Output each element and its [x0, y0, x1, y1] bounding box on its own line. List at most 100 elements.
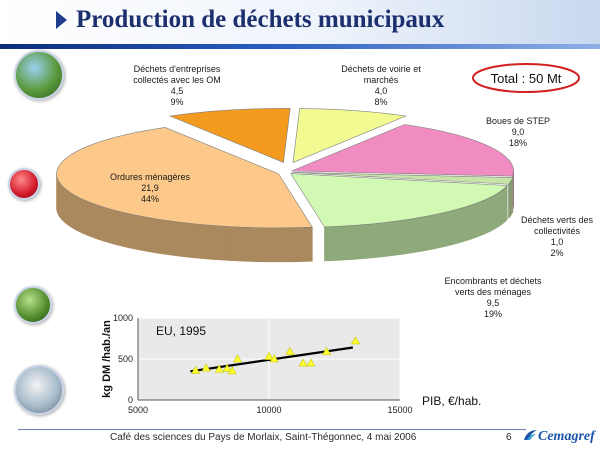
pie-slice-side [76, 195, 81, 233]
pie-slice-side [430, 213, 437, 250]
pie-slice-side [324, 226, 333, 262]
pie-slice-side [424, 215, 432, 251]
pie-slice-side [203, 224, 211, 260]
scatter-point [298, 358, 308, 367]
pie-slice-side [297, 227, 306, 262]
pie-slice-side [267, 227, 276, 263]
pie-slice-side [253, 227, 262, 262]
cemagref-logo-icon [524, 430, 537, 440]
scatter-point [269, 354, 279, 363]
landscape-photo-icon [14, 50, 64, 100]
pie-slice-side [282, 227, 291, 263]
pie-slice-side [79, 197, 84, 234]
pie-slice-side [231, 226, 240, 262]
pie-slice-side [290, 227, 298, 263]
pie-slice-value: 4,0 [375, 86, 388, 96]
scatter-point [350, 336, 360, 345]
pie-slice-label: Boues de STEP [486, 116, 550, 126]
pie-slice-side [275, 227, 284, 263]
pie-slice-side [471, 203, 476, 240]
tomato-photo-icon [8, 168, 40, 200]
slide-header-bar [0, 0, 600, 44]
pie-slice-side [501, 188, 504, 226]
pie-slice-side [210, 224, 218, 261]
pie-slice-side [457, 207, 463, 244]
pie-slice-label: collectivités [534, 226, 581, 236]
pie-slice-side [406, 218, 414, 254]
pie-slice-side [139, 215, 146, 252]
scatter-point [214, 364, 224, 373]
pie-slice-value: 21,9 [141, 183, 159, 193]
leaves-photo-icon [14, 286, 52, 324]
pie-slice-side [196, 223, 204, 259]
pie-slice-side [122, 211, 129, 248]
pie-slice-side [482, 198, 488, 235]
pie-slice-side [489, 195, 494, 232]
pie-slice [291, 172, 514, 185]
scatter-point [233, 354, 243, 363]
x-tick-label: 15000 [387, 405, 412, 415]
pie-slice-side [86, 200, 91, 238]
pie-slice-side [498, 190, 502, 227]
pie-slice-side [82, 199, 88, 236]
pie-slice [291, 124, 514, 177]
pie-slice-side [331, 226, 340, 261]
slide-title: Production de déchets municipaux [76, 6, 445, 33]
pie-slice-side [112, 209, 118, 246]
scatter-point [306, 358, 316, 367]
pie-slice-percent: 18% [509, 138, 527, 148]
pie-slice-percent: 2% [550, 248, 563, 258]
pie-slice-percent: 9% [170, 97, 183, 107]
pie-slice-side [98, 205, 104, 242]
pie-slice-side [479, 200, 484, 237]
pie-slice-side [68, 190, 72, 228]
pie-slice-value: 9,5 [487, 298, 500, 308]
pie-slice [292, 108, 408, 163]
scatter-point [322, 347, 332, 355]
pie-slice-side [65, 188, 69, 226]
pie-slice-label: Déchets verts des [521, 215, 594, 225]
pie-slice-side [107, 207, 113, 245]
header-rule [0, 44, 600, 49]
page-number: 6 [506, 432, 512, 443]
title-bullet-arrow-icon [56, 11, 67, 29]
scatter-chart: 0 500 1000 5000 10000 15000 EU, 1995 kg DM /h… [101, 313, 413, 415]
pie-slice-value: 4,5 [171, 86, 184, 96]
pie-slice-side [156, 218, 164, 255]
pie-slice-label: Ordures ménagères [110, 172, 191, 182]
pie-slice-side [73, 194, 77, 231]
pie-slice-percent: 8% [374, 97, 387, 107]
pie-slice-side [224, 225, 232, 261]
pie-slice [168, 108, 291, 163]
pie-slice-side [189, 223, 197, 259]
pie-slice-side [63, 187, 67, 225]
pie-slice [56, 127, 313, 229]
scatter-annotation: EU, 1995 [156, 324, 206, 338]
total-oval [472, 63, 580, 93]
pie-slice-side [493, 193, 497, 231]
total-callout: Total : 50 Mt [472, 63, 580, 93]
pie-slice-side [452, 208, 458, 245]
pie-slice-side [359, 223, 368, 260]
cemagref-logo-text: Cemagref [538, 429, 595, 444]
y-tick-label: 500 [118, 354, 133, 364]
total-label: Total : 50 Mt [491, 71, 562, 86]
pie-slice-side [441, 211, 448, 248]
scatter-point [227, 366, 237, 375]
pie-slice-side [466, 204, 472, 241]
scatter-points [191, 336, 360, 375]
pie-slice-side [373, 222, 382, 258]
pie-slice-side [163, 219, 171, 256]
pie-slice-label: marchés [364, 75, 399, 85]
pie-slice-side [127, 213, 134, 250]
scatter-point [285, 347, 295, 355]
pie-slice-side [447, 210, 453, 247]
pie-slice-side [486, 196, 491, 234]
axes: 0 500 1000 5000 10000 15000 [113, 313, 413, 415]
scatter-point [264, 351, 274, 360]
pie-slice-label: Déchets de voirie et [341, 64, 421, 74]
pie-slice-side [412, 217, 420, 253]
footer-text: Café des sciences du Pays de Morlaix, Sa… [110, 432, 417, 443]
pie-slice-side [182, 222, 190, 258]
